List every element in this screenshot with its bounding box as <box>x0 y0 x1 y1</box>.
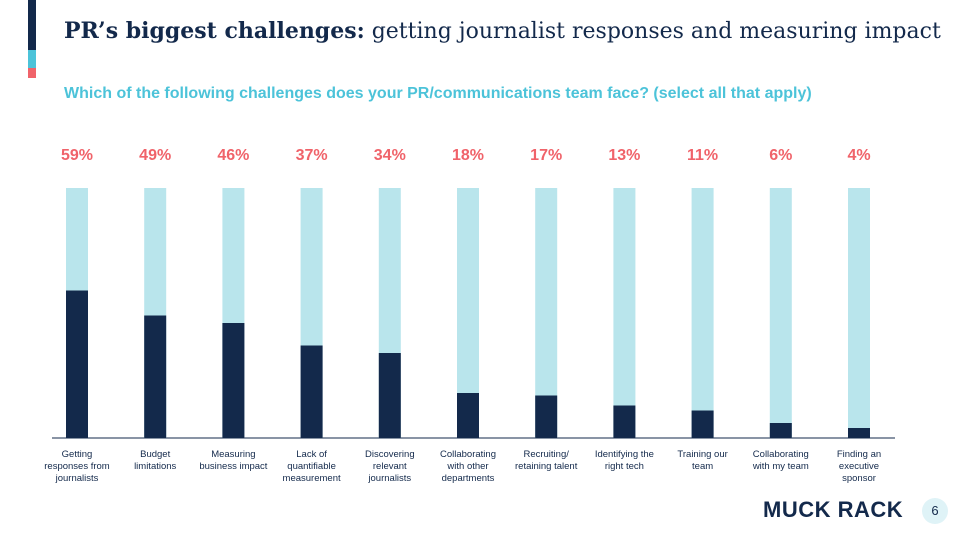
value-label: 49% <box>139 147 172 164</box>
x-tick-label: Identifying the right tech <box>594 449 654 472</box>
bar <box>613 405 636 438</box>
value-label: 37% <box>295 147 328 164</box>
bar <box>66 290 88 438</box>
x-tick-label: Measuring business impact <box>199 449 268 472</box>
bar-track <box>535 188 558 438</box>
bar <box>535 395 558 438</box>
title-rest: getting journalist responses and measuri… <box>371 19 941 44</box>
x-tick-label: Collaborating with my team <box>752 449 809 472</box>
x-tick-label: Getting responses from journalists <box>44 449 110 484</box>
value-label: 46% <box>217 147 250 164</box>
x-tick-label: Lack of quantifiable measurement <box>282 449 341 484</box>
bar <box>691 410 714 438</box>
bar-track <box>457 188 479 438</box>
bar <box>848 428 870 438</box>
x-tick-label: Collaborating with other departments <box>440 449 496 484</box>
title: PR’s biggest challenges: getting journal… <box>64 18 941 44</box>
value-label: 59% <box>60 147 94 164</box>
value-label: 4% <box>847 147 871 164</box>
bar-track <box>769 188 792 438</box>
x-tick-label: Finding an executive sponsor <box>836 449 882 484</box>
x-tick-label: Discovering relevant journalists <box>364 449 415 484</box>
bar <box>300 345 323 438</box>
x-tick-label: Budget limitations <box>134 449 177 472</box>
x-tick-label: Training our team <box>677 449 728 472</box>
bar <box>378 353 401 438</box>
bar <box>222 323 245 438</box>
value-label: 34% <box>373 147 406 164</box>
logo: MUCK RACK <box>763 497 904 522</box>
bar-track <box>691 188 714 438</box>
value-label: 11% <box>687 147 719 164</box>
value-label: 13% <box>608 147 641 164</box>
title-lead: PR’s biggest challenges: <box>64 18 365 44</box>
x-tick-label: Recruiting/ retaining talent <box>515 449 578 472</box>
bar-track <box>613 188 636 438</box>
page-number: 6 <box>922 498 948 524</box>
bar <box>769 423 792 438</box>
value-label: 17% <box>530 147 563 164</box>
bar-track <box>848 188 870 438</box>
value-label: 6% <box>769 147 793 164</box>
accent-cyan <box>28 50 36 68</box>
bar <box>457 393 479 438</box>
value-label: 18% <box>451 147 485 164</box>
subtitle: Which of the following challenges does y… <box>64 85 812 102</box>
accent-navy <box>28 0 36 50</box>
bar <box>144 315 167 438</box>
accent-red <box>28 68 36 78</box>
